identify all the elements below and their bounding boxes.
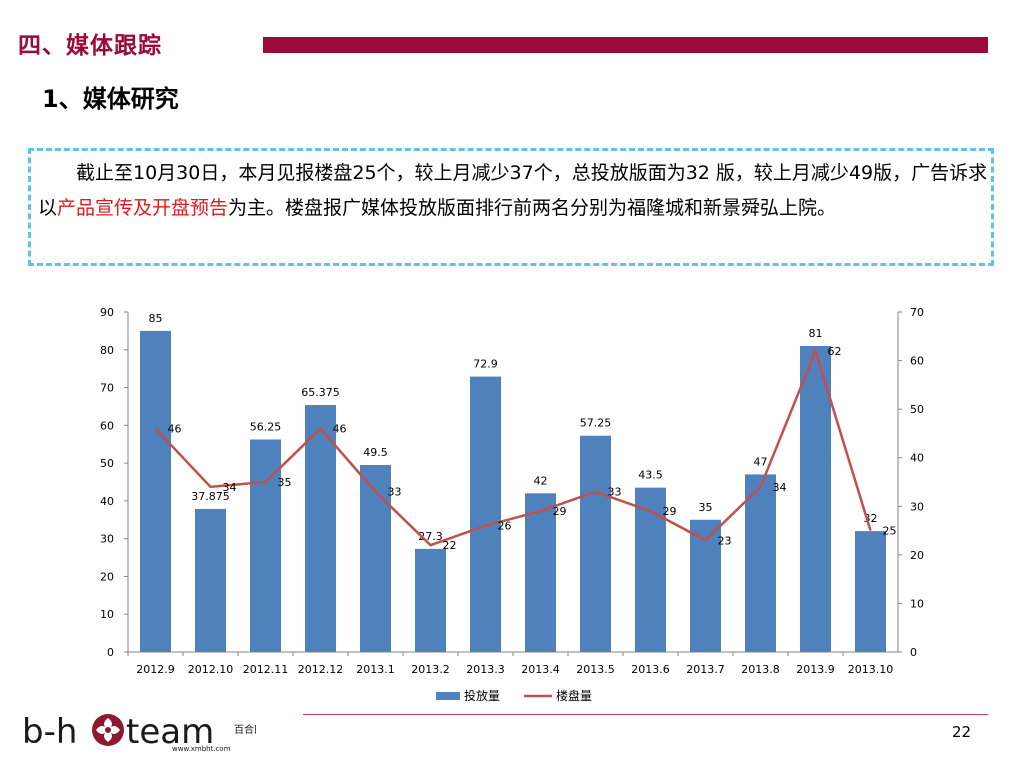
x-tick-label: 2013.7 bbox=[686, 663, 725, 676]
bar-value-label: 42 bbox=[534, 474, 548, 487]
x-tick-label: 2013.9 bbox=[796, 663, 835, 676]
bar bbox=[635, 487, 666, 652]
summary-text: 截止至10月30日，本月见报楼盘25个，较上月减少37个，总投放版面为32 版，… bbox=[38, 156, 988, 226]
summary-box bbox=[28, 148, 994, 266]
bar-value-label: 47 bbox=[754, 455, 768, 468]
bar bbox=[580, 435, 611, 652]
logo-text-right: team bbox=[126, 712, 214, 752]
header-bar bbox=[263, 37, 988, 53]
bar-value-label: 72.9 bbox=[473, 358, 498, 371]
y-left-tick-label: 70 bbox=[100, 382, 114, 395]
x-tick-label: 2013.5 bbox=[576, 663, 615, 676]
flower-icon bbox=[92, 714, 124, 746]
line-value-label: 29 bbox=[553, 505, 567, 518]
line-value-label: 62 bbox=[828, 345, 842, 358]
bar-value-label: 57.25 bbox=[580, 417, 612, 430]
x-tick-label: 2013.2 bbox=[411, 663, 450, 676]
line-value-label: 46 bbox=[168, 423, 182, 436]
y-left-tick-label: 10 bbox=[100, 608, 114, 621]
page-number: 22 bbox=[952, 723, 972, 741]
line-value-label: 33 bbox=[388, 486, 402, 499]
bar-value-label: 37.875 bbox=[191, 490, 230, 503]
bar-value-label: 65.375 bbox=[301, 386, 340, 399]
bar-value-label: 85 bbox=[149, 312, 163, 325]
x-tick-label: 2012.11 bbox=[243, 663, 289, 676]
y-left-tick-label: 40 bbox=[100, 495, 114, 508]
bar bbox=[250, 439, 281, 652]
line-value-label: 35 bbox=[278, 476, 292, 489]
bar-value-label: 81 bbox=[809, 327, 823, 340]
legend-label-line: 楼盘量 bbox=[556, 688, 592, 703]
bar-value-label: 35 bbox=[699, 501, 713, 514]
logo-url: www.xmbht.com bbox=[172, 745, 231, 753]
x-tick-label: 2013.3 bbox=[466, 663, 505, 676]
y-right-tick-label: 20 bbox=[910, 549, 924, 562]
x-tick-label: 2012.10 bbox=[188, 663, 234, 676]
bar bbox=[745, 474, 776, 652]
line-value-label: 46 bbox=[333, 423, 347, 436]
bar bbox=[855, 531, 886, 652]
footer-line bbox=[303, 714, 988, 715]
x-tick-label: 2012.9 bbox=[136, 663, 175, 676]
line-value-label: 25 bbox=[883, 525, 897, 538]
summary-text-part2: 为主。楼盘报广媒体投放版面排行前两名分别为福隆城和新景舜弘上院。 bbox=[228, 197, 837, 219]
bar bbox=[470, 376, 501, 652]
bar-value-label: 43.5 bbox=[638, 469, 663, 482]
line-series bbox=[154, 347, 872, 547]
sub-title: 1、媒体研究 bbox=[42, 85, 179, 113]
legend-swatch-bars bbox=[436, 692, 460, 700]
y-right-tick-label: 10 bbox=[910, 597, 924, 610]
y-right-tick-label: 70 bbox=[910, 306, 924, 319]
line-value-label: 26 bbox=[498, 520, 512, 533]
x-tick-label: 2013.4 bbox=[521, 663, 560, 676]
line-value-label: 34 bbox=[223, 481, 237, 494]
y-right-tick-label: 50 bbox=[910, 403, 924, 416]
line-value-label: 34 bbox=[773, 481, 787, 494]
line-value-label: 22 bbox=[443, 539, 457, 552]
x-tick-label: 2013.10 bbox=[848, 663, 894, 676]
legend-label-bars: 投放量 bbox=[464, 688, 500, 703]
bar bbox=[525, 493, 556, 652]
x-tick-label: 2013.1 bbox=[356, 663, 395, 676]
x-tick-label: 2013.8 bbox=[741, 663, 780, 676]
y-left-tick-label: 0 bbox=[107, 646, 114, 659]
company-logo: b-h team 百合田 www.xmbht.com bbox=[22, 712, 256, 753]
bar bbox=[800, 346, 831, 652]
y-right-tick-label: 30 bbox=[910, 500, 924, 513]
bar-value-label: 56.25 bbox=[250, 421, 282, 434]
logo-cn-text: 百合田 bbox=[234, 723, 256, 736]
line-value-label: 29 bbox=[663, 505, 677, 518]
y-left-tick-label: 30 bbox=[100, 533, 114, 546]
y-left-tick-label: 50 bbox=[100, 457, 114, 470]
bar bbox=[415, 548, 446, 652]
y-right-tick-label: 0 bbox=[910, 646, 917, 659]
bar-value-label: 49.5 bbox=[363, 446, 388, 459]
bar bbox=[360, 465, 391, 652]
y-right-tick-label: 40 bbox=[910, 452, 924, 465]
summary-highlight: 产品宣传及开盘预告 bbox=[57, 197, 229, 219]
bar bbox=[140, 330, 171, 652]
line-value-label: 23 bbox=[718, 534, 732, 547]
y-right-tick-label: 60 bbox=[910, 355, 924, 368]
x-tick-label: 2012.12 bbox=[298, 663, 344, 676]
bar bbox=[690, 519, 721, 652]
bar bbox=[305, 405, 336, 652]
summary-text-part1: 截止至10月30日，本月见报楼盘25个，较上月减少37个，总投放版面为32 版，… bbox=[38, 162, 988, 219]
media-chart: 0 10 20 30 40 50 60 70 80 90 0 10 20 30 40 50 60 70 85 37.8… bbox=[100, 306, 924, 703]
logo-text-left: b-h bbox=[22, 712, 77, 752]
y-left-tick-label: 80 bbox=[100, 344, 114, 357]
section-title: 四、媒体跟踪 bbox=[18, 33, 162, 59]
y-left-tick-label: 90 bbox=[100, 306, 114, 319]
y-left-tick-label: 60 bbox=[100, 419, 114, 432]
x-tick-label: 2013.6 bbox=[631, 663, 670, 676]
y-left-tick-label: 20 bbox=[100, 570, 114, 583]
bar bbox=[195, 508, 226, 652]
line-value-label: 33 bbox=[608, 486, 622, 499]
